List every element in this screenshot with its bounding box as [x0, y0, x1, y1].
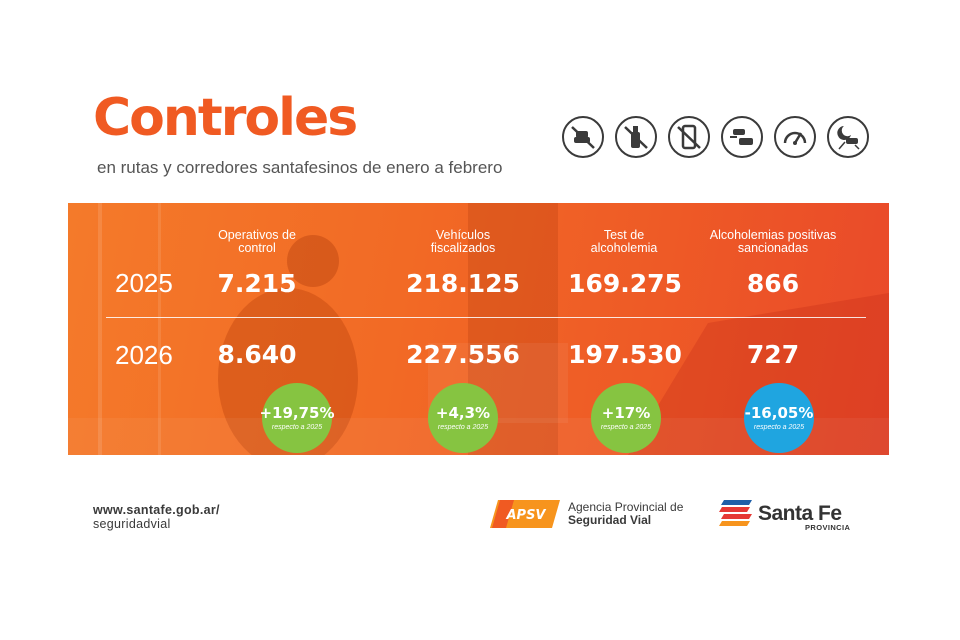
year-2026: 2026 — [115, 340, 173, 370]
road-safety-icons — [562, 116, 869, 158]
change-badge-vehiculos: +4,3% respecto a 2025 — [428, 383, 498, 453]
santafe-provincia: PROVINCIA — [805, 523, 851, 532]
apsv-logo: APSV Agencia Provincial de Seguridad Via… — [490, 500, 683, 528]
value-test-2025: 169.275 — [568, 269, 682, 298]
value-alcoholemias-2025: 866 — [746, 269, 800, 298]
night-driving-icon — [827, 116, 869, 158]
value-operativos-2025: 7.215 — [217, 269, 297, 298]
value-alcoholemias-2026: 727 — [746, 340, 800, 369]
year-2025: 2025 — [115, 268, 173, 298]
change-pct: +19,75% — [259, 403, 335, 422]
change-pct: +17% — [601, 403, 651, 422]
apsv-line-1: Agencia Provincial de — [568, 499, 684, 514]
no-phone-icon — [668, 116, 710, 158]
santafe-logo: Santa Fe PROVINCIA — [718, 498, 850, 532]
url-line-1[interactable]: www.santafe.gob.ar/ — [93, 503, 220, 517]
change-ref: respecto a 2025 — [437, 423, 489, 431]
url-line-2[interactable]: seguridadvial — [93, 517, 171, 532]
change-pct: +4,3% — [435, 403, 491, 422]
santafe-flag-icon — [719, 500, 752, 526]
santafe-name: Santa Fe — [758, 501, 842, 525]
change-badge-operativos: +19,75% respecto a 2025 — [259, 383, 335, 453]
apsv-mark-icon: APSV — [490, 500, 560, 528]
stats-panel: Operativos de control Vehículos fiscaliz… — [68, 203, 889, 455]
footer-url[interactable]: www.santafe.gob.ar/ seguridadvial — [93, 503, 220, 532]
change-badge-test: +17% respecto a 2025 — [591, 383, 661, 453]
page-subtitle: en rutas y corredores santafesinos de en… — [97, 158, 503, 177]
row-divider — [106, 317, 866, 318]
change-pct: -16,05% — [744, 403, 814, 422]
col-head-operativos: Operativos de control — [218, 228, 296, 256]
car-distance-icon — [721, 116, 763, 158]
col-head-test: Test de alcoholemia — [590, 228, 658, 256]
value-vehiculos-2025: 218.125 — [406, 269, 520, 298]
speedometer-icon — [774, 116, 816, 158]
change-ref: respecto a 2025 — [271, 423, 323, 431]
value-operativos-2026: 8.640 — [217, 340, 297, 369]
change-ref: respecto a 2025 — [753, 423, 805, 431]
col-head-alcoholemias: Alcoholemias positivas sancionadas — [709, 228, 837, 256]
page-title: Controles — [93, 88, 358, 148]
apsv-mark-text: APSV — [505, 508, 546, 523]
no-speeding-car-icon — [562, 116, 604, 158]
no-alcohol-bottle-icon — [615, 116, 657, 158]
change-badge-alcoholemias: -16,05% respecto a 2025 — [744, 383, 814, 453]
value-vehiculos-2026: 227.556 — [406, 340, 520, 369]
change-ref: respecto a 2025 — [600, 423, 652, 431]
apsv-line-2: Seguridad Vial — [568, 513, 652, 527]
value-test-2026: 197.530 — [568, 340, 682, 369]
col-head-vehiculos: Vehículos fiscalizados — [430, 228, 496, 256]
